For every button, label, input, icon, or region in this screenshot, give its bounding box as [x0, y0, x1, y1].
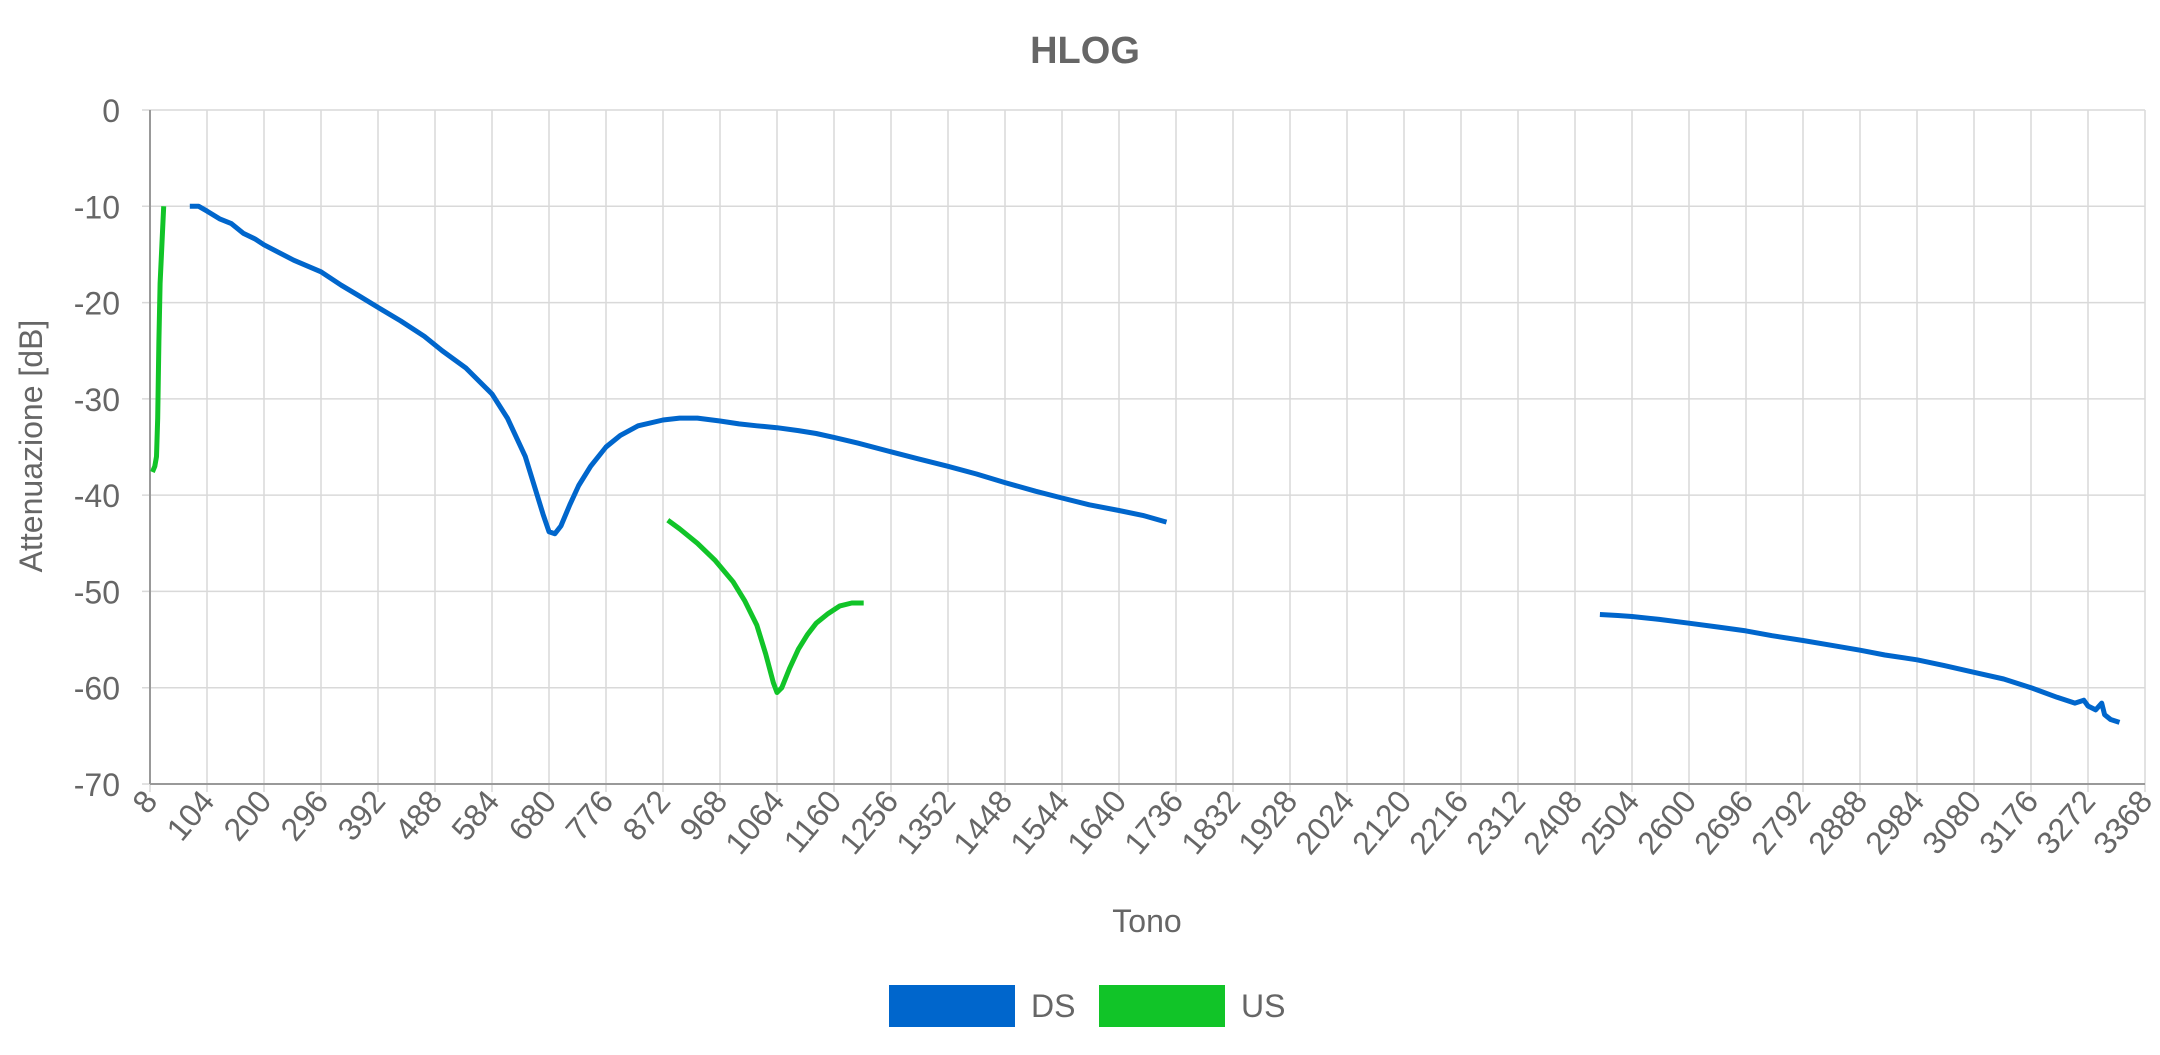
y-tick-label: -20: [74, 286, 120, 322]
y-tick-label: -40: [74, 478, 120, 514]
y-tick-label: -50: [74, 574, 120, 610]
series-line-us: [150, 206, 167, 473]
legend-label-ds: DS: [1031, 988, 1075, 1024]
legend-swatch-us: [1099, 985, 1225, 1027]
axes: [149, 110, 2145, 785]
legend: DS US: [889, 985, 1285, 1027]
x-axis-label: Tono: [1112, 903, 1181, 939]
series-line-ds: [189, 203, 1168, 537]
series-line-us: [666, 518, 864, 695]
y-axis-ticks: 0 -10 -20 -30 -40 -50 -60 -70: [74, 93, 120, 803]
chart-title: HLOG: [1030, 30, 1140, 72]
series-lines: [150, 203, 2121, 725]
y-tick-label: -10: [74, 189, 120, 225]
y-tick-label: 0: [102, 93, 120, 129]
legend-swatch-ds: [889, 985, 1015, 1027]
legend-label-us: US: [1241, 988, 1285, 1024]
y-axis-label: Attenuazione [dB]: [13, 320, 49, 573]
y-tick-label: -70: [74, 767, 120, 803]
grid: [142, 109, 2146, 792]
series-line-ds: [1599, 612, 2121, 725]
y-tick-label: -30: [74, 382, 120, 418]
y-tick-label: -60: [74, 671, 120, 707]
